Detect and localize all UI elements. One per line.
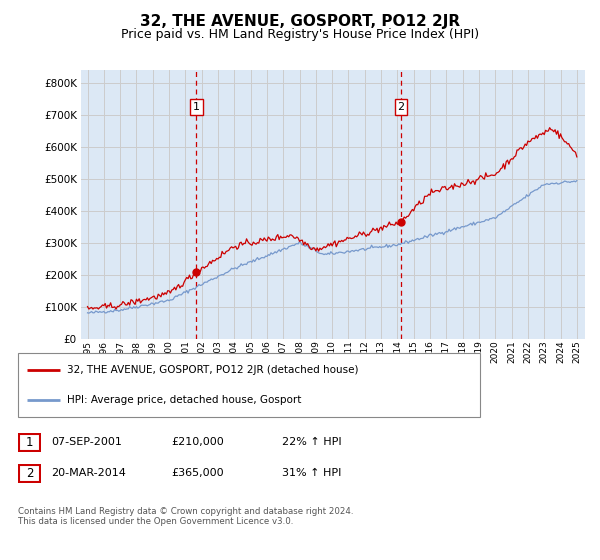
FancyBboxPatch shape	[19, 434, 40, 451]
Text: 31% ↑ HPI: 31% ↑ HPI	[282, 468, 341, 478]
Text: £210,000: £210,000	[171, 437, 224, 447]
Text: 1: 1	[193, 102, 200, 112]
Text: 2: 2	[26, 466, 33, 480]
Text: Contains HM Land Registry data © Crown copyright and database right 2024.
This d: Contains HM Land Registry data © Crown c…	[18, 507, 353, 526]
Text: 07-SEP-2001: 07-SEP-2001	[51, 437, 122, 447]
Text: £365,000: £365,000	[171, 468, 224, 478]
Text: 2: 2	[397, 102, 404, 112]
Text: Price paid vs. HM Land Registry's House Price Index (HPI): Price paid vs. HM Land Registry's House …	[121, 28, 479, 41]
Text: 32, THE AVENUE, GOSPORT, PO12 2JR: 32, THE AVENUE, GOSPORT, PO12 2JR	[140, 14, 460, 29]
Text: 32, THE AVENUE, GOSPORT, PO12 2JR (detached house): 32, THE AVENUE, GOSPORT, PO12 2JR (detac…	[67, 365, 358, 375]
FancyBboxPatch shape	[19, 465, 40, 482]
Text: HPI: Average price, detached house, Gosport: HPI: Average price, detached house, Gosp…	[67, 395, 301, 405]
Text: 20-MAR-2014: 20-MAR-2014	[51, 468, 126, 478]
FancyBboxPatch shape	[18, 353, 480, 417]
Text: 1: 1	[26, 436, 33, 449]
Text: 22% ↑ HPI: 22% ↑ HPI	[282, 437, 341, 447]
